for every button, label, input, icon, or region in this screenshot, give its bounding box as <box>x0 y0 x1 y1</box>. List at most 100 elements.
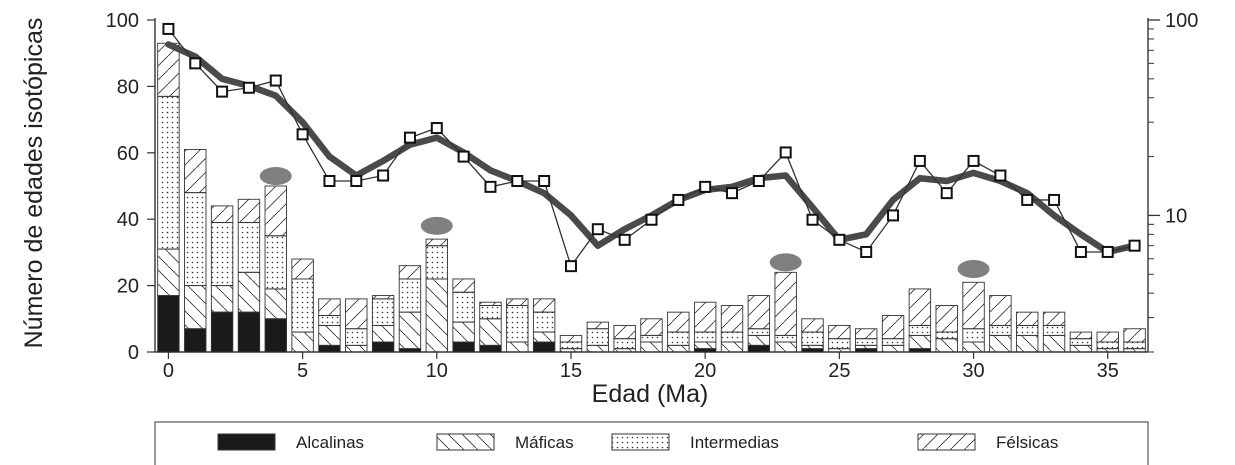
bar-segment-intermedias <box>774 334 797 343</box>
bar-segment-máficas <box>774 341 797 353</box>
raw-point <box>1101 245 1114 258</box>
bar-segment-intermedias <box>1016 324 1039 336</box>
bar-segment-alcalinas <box>855 348 878 353</box>
bar-segment-intermedias <box>345 328 368 346</box>
bar-segment-máficas <box>720 341 744 353</box>
raw-point <box>806 213 819 226</box>
bar-segment-intermedias <box>1069 338 1093 346</box>
raw-point <box>430 122 443 135</box>
bar-segment-intermedias <box>801 331 824 346</box>
bar-segment-máficas <box>506 341 529 353</box>
bar-segment-máficas <box>318 324 341 346</box>
bar-segment-félsicas <box>935 305 958 333</box>
bar-segment-intermedias <box>613 338 636 350</box>
peak-marker <box>259 167 292 186</box>
stacked-bars <box>157 42 1146 353</box>
bar-segment-máficas <box>291 331 314 353</box>
raw-line <box>167 28 1135 268</box>
bar-segment-intermedias <box>828 338 851 350</box>
bar-segment-félsicas <box>398 265 422 280</box>
x-tick-label: 25 <box>828 360 850 382</box>
bar-segment-félsicas <box>1069 331 1093 340</box>
raw-point <box>591 223 604 236</box>
bar-segment-intermedias <box>855 338 878 346</box>
bar-segment-máficas <box>801 344 824 350</box>
bar-segment-máficas <box>828 348 851 353</box>
x-tick-label: 35 <box>1097 360 1119 382</box>
bar-segment-intermedias <box>747 328 771 336</box>
bar-segment-félsicas <box>613 324 636 340</box>
axes: 0 20 40 60 80 100 0 5 10 15 20 25 30 35 10 100 <box>106 10 1199 382</box>
bar-segment-intermedias <box>318 315 341 326</box>
raw-point <box>242 81 255 94</box>
bar-segment-intermedias <box>989 324 1012 336</box>
bar-segment-félsicas <box>747 295 771 330</box>
peak-markers <box>259 167 990 278</box>
raw-point <box>940 187 953 200</box>
x-tick-label: 10 <box>426 360 448 382</box>
bar-segment-máficas <box>371 324 395 343</box>
peak-marker <box>420 216 453 235</box>
bar-segment-máficas <box>1123 348 1146 353</box>
bar-segment-intermedias <box>425 245 448 280</box>
bar-segment-alcalinas <box>908 348 932 353</box>
bar-segment-máficas <box>586 344 610 353</box>
bar-segment-intermedias <box>881 338 905 346</box>
bar-segment-máficas <box>881 344 905 353</box>
raw-point <box>887 209 900 222</box>
raw-point <box>511 175 524 187</box>
bar-segment-intermedias <box>720 331 744 343</box>
bar-segment-intermedias <box>371 298 395 326</box>
bar-segment-intermedias <box>210 222 234 287</box>
bar-segment-alcalinas <box>237 311 261 353</box>
bar-segment-máficas <box>989 334 1012 353</box>
raw-point <box>189 57 202 70</box>
bar-segment-máficas <box>935 338 958 353</box>
raw-point <box>564 260 577 273</box>
bar-segment-máficas <box>855 344 878 350</box>
peak-marker <box>957 260 990 278</box>
raw-point <box>994 169 1007 182</box>
bar-segment-alcalinas <box>452 341 475 353</box>
bar-segment-máficas <box>184 285 207 330</box>
raw-point <box>457 150 470 163</box>
bar-segment-intermedias <box>479 305 502 320</box>
bar-segment-félsicas <box>693 301 717 333</box>
bar-segment-félsicas <box>908 288 932 326</box>
bar-segment-intermedias <box>908 324 932 336</box>
raw-point <box>618 233 631 246</box>
legend-label: Félsicas <box>996 433 1058 452</box>
raw-point <box>162 22 175 35</box>
bar-segment-máficas <box>559 348 583 353</box>
y-tick-label: 60 <box>117 143 139 165</box>
x-tick-label: 20 <box>694 360 716 382</box>
bar-segment-intermedias <box>237 222 261 273</box>
bar-segment-félsicas <box>640 318 663 336</box>
bar-segment-félsicas <box>184 149 207 194</box>
bar-segment-máficas <box>210 285 234 313</box>
bar-segment-máficas <box>398 311 422 350</box>
x-tick-label: 30 <box>962 360 984 382</box>
bar-segment-máficas <box>1069 344 1093 353</box>
peak-marker <box>769 253 802 272</box>
bar-segment-félsicas <box>264 185 287 237</box>
bar-segment-félsicas <box>479 301 502 306</box>
x-tick-label: 0 <box>163 360 174 382</box>
bar-segment-máficas <box>452 321 475 343</box>
y2-tick-label: 100 <box>1165 10 1198 32</box>
y-tick-label: 100 <box>106 10 139 32</box>
bar-segment-félsicas <box>801 318 824 333</box>
bar-segment-félsicas <box>720 305 744 333</box>
raw-point <box>216 85 229 98</box>
bar-segment-alcalinas <box>210 311 234 353</box>
legend-swatch <box>217 433 276 451</box>
bar-segment-máficas <box>345 344 368 353</box>
bar-segment-máficas <box>1016 334 1039 353</box>
x-axis-label: Edad (Ma) <box>592 380 709 408</box>
bar-segment-félsicas <box>318 298 341 316</box>
y-axis-label: Número de edades isotópicas <box>20 18 48 349</box>
bar-segment-félsicas <box>962 281 985 330</box>
bar-segment-intermedias <box>935 331 958 340</box>
bar-segment-intermedias <box>184 192 207 287</box>
